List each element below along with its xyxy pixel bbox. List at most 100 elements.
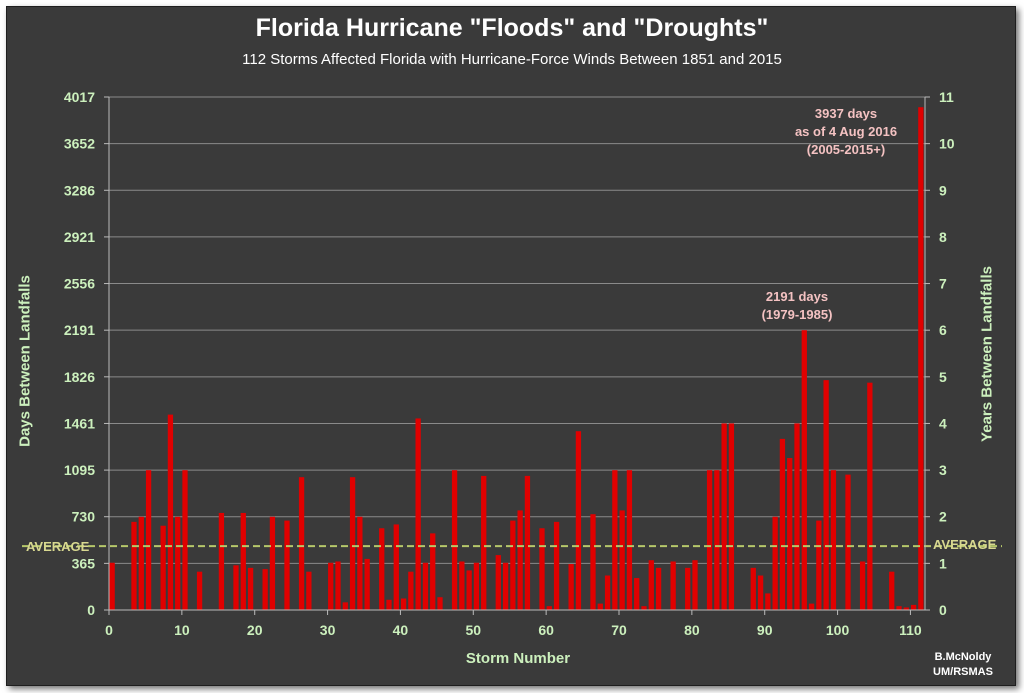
bar: [794, 423, 800, 610]
annotation-2005-2015: 3937 days as of 4 Aug 2016 (2005-2015+): [795, 105, 897, 159]
bar: [247, 567, 254, 610]
bar: [218, 512, 225, 610]
tick-labels: 0365730109514611826219125562921328636524…: [64, 89, 955, 638]
bar: [823, 380, 829, 610]
y-tick-label-right: 4: [939, 415, 947, 431]
x-tick-label: 10: [174, 622, 190, 638]
bar: [604, 575, 611, 610]
y-tick-label-right: 7: [939, 276, 947, 292]
chart-title: Florida Hurricane "Floods" and "Droughts…: [255, 14, 769, 42]
annotation-line: as of 4 Aug 2016: [794, 124, 898, 139]
x-tick-label: 60: [538, 622, 554, 638]
y-tick-label-right: 10: [939, 136, 955, 152]
bar: [175, 516, 181, 610]
x-tick-label: 110: [899, 622, 922, 638]
bars: [109, 107, 924, 610]
y-tick-label-left: 0: [87, 602, 95, 618]
bar: [240, 512, 246, 610]
bar: [648, 560, 654, 610]
bar: [714, 470, 720, 610]
bar: [590, 514, 596, 610]
x-tick-label: 80: [684, 622, 700, 638]
bar: [896, 606, 902, 610]
y-axis-label-right: Years Between Landfalls: [978, 266, 996, 442]
y-tick-label-right: 0: [939, 602, 947, 618]
bar: [298, 477, 305, 610]
axes: [104, 96, 930, 615]
bar: [451, 470, 458, 610]
x-tick-label: 20: [247, 622, 263, 638]
bar: [517, 510, 523, 610]
bar: [437, 597, 443, 610]
annotation-line: 3937 days: [814, 106, 878, 121]
bar: [379, 528, 385, 610]
x-tick-label: 100: [826, 622, 850, 638]
bar: [801, 330, 807, 610]
bar: [779, 438, 786, 610]
y-tick-label-left: 1095: [64, 462, 95, 478]
bar: [269, 516, 276, 610]
annotation-line: 2191 days: [765, 289, 829, 304]
bar: [575, 431, 582, 610]
bar: [750, 567, 756, 610]
bar: [830, 470, 837, 610]
bar: [634, 578, 640, 610]
bar: [539, 528, 545, 610]
credit-author: B.McNoldy: [934, 651, 992, 663]
bar: [685, 567, 691, 610]
y-tick-label-left: 2191: [64, 322, 95, 338]
y-tick-label-right: 3: [939, 462, 947, 478]
average-label-right: AVERAGE: [933, 537, 997, 552]
bar: [400, 598, 407, 610]
x-tick-label: 50: [465, 622, 481, 638]
credit-org: UM/RSMAS: [933, 666, 993, 678]
bar: [787, 458, 793, 610]
bar: [808, 603, 815, 610]
y-tick-label-left: 1461: [64, 415, 95, 431]
y-tick-label-right: 2: [939, 509, 947, 525]
bar: [670, 561, 676, 610]
bar: [867, 382, 873, 610]
bar: [910, 604, 917, 610]
bar: [757, 575, 764, 610]
credit: B.McNoldy UM/RSMAS: [918, 650, 1008, 680]
x-tick-label: 0: [105, 622, 113, 638]
bar: [510, 520, 516, 610]
x-tick-label: 70: [611, 622, 627, 638]
annotation-1979-1985: 2191 days (1979-1985): [762, 288, 833, 324]
bar: [160, 525, 166, 610]
annotation-line: (2005-2015+): [806, 142, 886, 157]
bar: [903, 607, 909, 610]
bar: [524, 475, 531, 610]
bar: [196, 571, 203, 610]
bar: [335, 561, 341, 610]
y-tick-label-right: 9: [939, 182, 947, 198]
y-tick-label-left: 365: [72, 555, 96, 571]
bar: [233, 565, 239, 610]
bar: [364, 558, 370, 610]
bar: [422, 562, 429, 610]
bar: [357, 516, 363, 610]
y-tick-label-left: 730: [72, 509, 96, 525]
bar: [109, 562, 115, 610]
bar: [138, 516, 144, 610]
bar: [386, 599, 392, 610]
bar: [342, 602, 348, 610]
bar: [655, 567, 662, 610]
bar: [553, 521, 560, 610]
bar: [619, 510, 625, 610]
y-tick-label-left: 2921: [64, 229, 95, 245]
bar: [692, 560, 698, 610]
bar: [145, 470, 152, 610]
bar: [473, 562, 480, 610]
bar: [546, 606, 552, 610]
y-axis-label-left: Days Between Landfalls: [16, 275, 34, 447]
y-tick-label-right: 5: [939, 369, 947, 385]
y-tick-label-left: 3286: [64, 182, 95, 198]
y-tick-label-right: 6: [939, 322, 947, 338]
annotation-line: (1979-1985): [761, 307, 833, 322]
bar: [408, 571, 414, 610]
y-tick-label-right: 8: [939, 229, 947, 245]
bar: [349, 477, 356, 610]
